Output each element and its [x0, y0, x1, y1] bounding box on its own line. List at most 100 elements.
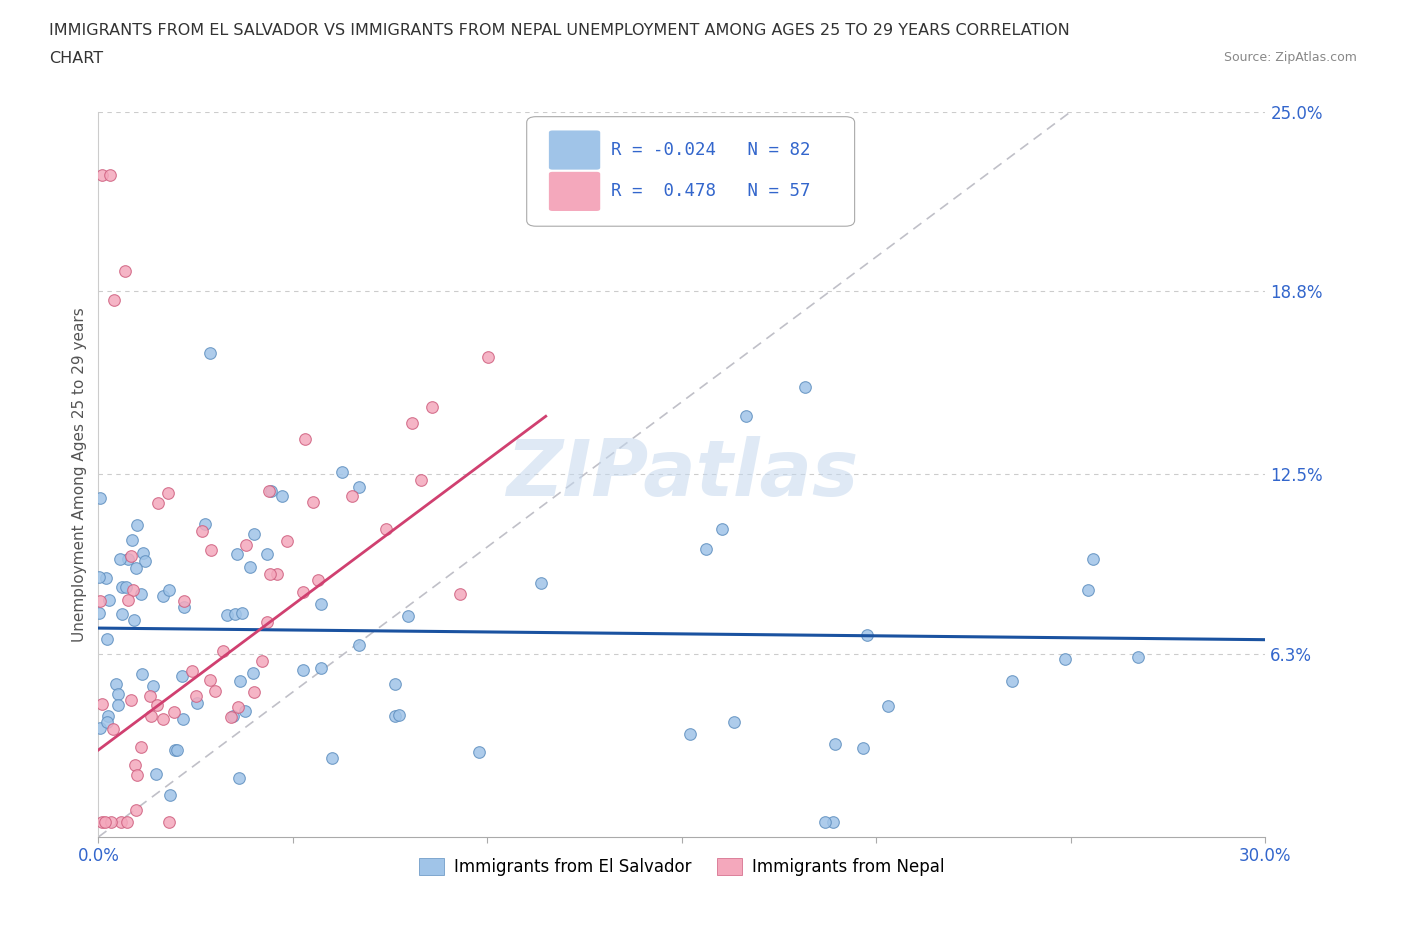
- Point: [105, 676, 128, 691]
- Point: [172, 669, 194, 684]
- Point: [222, 709, 245, 724]
- Point: [735, 409, 758, 424]
- Point: [194, 517, 217, 532]
- Point: [146, 698, 169, 712]
- Point: [145, 766, 167, 781]
- FancyBboxPatch shape: [527, 116, 855, 226]
- Point: [330, 465, 353, 480]
- Point: [122, 613, 145, 628]
- Point: [90, 697, 112, 711]
- Point: [1053, 652, 1076, 667]
- Point: [190, 524, 212, 538]
- Point: [120, 548, 142, 563]
- Point: [311, 660, 333, 675]
- Point: [228, 700, 250, 715]
- Legend: Immigrants from El Salvador, Immigrants from Nepal: Immigrants from El Salvador, Immigrants …: [413, 852, 950, 883]
- Point: [530, 576, 553, 591]
- Point: [107, 686, 129, 701]
- Point: [877, 698, 900, 713]
- Point: [94, 815, 117, 830]
- Point: [257, 484, 280, 498]
- Point: [117, 551, 139, 566]
- Point: [157, 485, 180, 500]
- Point: [120, 693, 142, 708]
- Point: [794, 379, 817, 394]
- Point: [103, 293, 125, 308]
- Point: [229, 673, 252, 688]
- Point: [294, 432, 316, 446]
- Point: [115, 579, 138, 594]
- Point: [679, 726, 702, 741]
- Point: [242, 527, 264, 542]
- Point: [157, 815, 180, 830]
- Point: [91, 815, 114, 830]
- Point: [347, 480, 370, 495]
- Point: [250, 654, 273, 669]
- Point: [198, 346, 221, 361]
- Point: [97, 592, 120, 607]
- Point: [180, 664, 202, 679]
- Point: [111, 579, 134, 594]
- Point: [108, 551, 131, 566]
- Point: [235, 538, 257, 552]
- Text: Source: ZipAtlas.com: Source: ZipAtlas.com: [1223, 51, 1357, 64]
- Point: [89, 491, 111, 506]
- Point: [243, 684, 266, 699]
- Point: [723, 714, 745, 729]
- Point: [127, 518, 149, 533]
- Point: [124, 561, 146, 576]
- Point: [212, 644, 235, 658]
- Point: [824, 737, 846, 751]
- Text: ZIPatlas: ZIPatlas: [506, 436, 858, 512]
- Point: [302, 495, 325, 510]
- Point: [420, 400, 443, 415]
- Point: [388, 707, 411, 722]
- Point: [165, 742, 187, 757]
- Point: [97, 709, 120, 724]
- Point: [384, 676, 406, 691]
- Point: [396, 608, 419, 623]
- Text: R =  0.478   N = 57: R = 0.478 N = 57: [610, 182, 810, 200]
- Point: [233, 703, 256, 718]
- Point: [186, 696, 208, 711]
- Point: [124, 757, 146, 772]
- Point: [163, 704, 186, 719]
- Point: [98, 168, 121, 183]
- Point: [1077, 583, 1099, 598]
- Point: [132, 546, 155, 561]
- Point: [134, 553, 156, 568]
- Point: [157, 583, 180, 598]
- Text: IMMIGRANTS FROM EL SALVADOR VS IMMIGRANTS FROM NEPAL UNEMPLOYMENT AMONG AGES 25 : IMMIGRANTS FROM EL SALVADOR VS IMMIGRANT…: [49, 23, 1070, 38]
- Point: [141, 709, 163, 724]
- Point: [110, 606, 132, 621]
- Point: [1083, 552, 1105, 567]
- Point: [124, 802, 146, 817]
- Point: [384, 709, 406, 724]
- Y-axis label: Unemployment Among Ages 25 to 29 years: Unemployment Among Ages 25 to 29 years: [72, 307, 87, 642]
- Point: [172, 711, 194, 726]
- Point: [173, 600, 195, 615]
- Point: [127, 768, 149, 783]
- Point: [121, 533, 143, 548]
- Point: [224, 606, 246, 621]
- Point: [1126, 649, 1149, 664]
- Point: [231, 605, 253, 620]
- Point: [307, 572, 329, 587]
- Point: [166, 742, 188, 757]
- Point: [96, 715, 118, 730]
- Point: [276, 534, 298, 549]
- Point: [129, 739, 152, 754]
- Point: [131, 666, 153, 681]
- Point: [256, 547, 278, 562]
- Point: [347, 637, 370, 652]
- Text: CHART: CHART: [49, 51, 103, 66]
- Point: [1001, 673, 1024, 688]
- Point: [148, 496, 170, 511]
- Point: [90, 168, 112, 183]
- Point: [409, 472, 432, 487]
- Point: [259, 566, 281, 581]
- Point: [110, 815, 132, 830]
- Point: [477, 350, 499, 365]
- Point: [321, 751, 343, 765]
- Point: [131, 586, 153, 601]
